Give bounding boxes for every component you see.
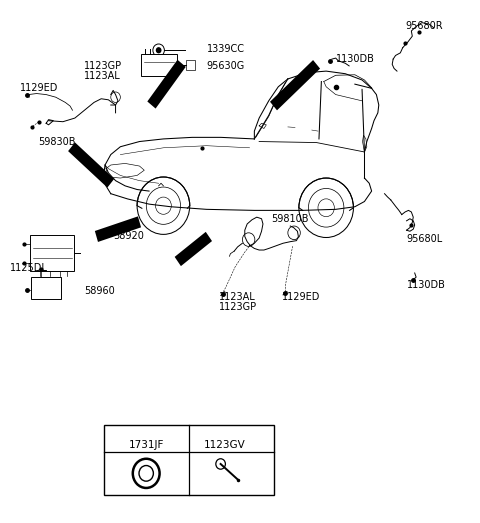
Text: 1123GP: 1123GP — [218, 302, 257, 312]
Text: 1123AL: 1123AL — [84, 71, 121, 82]
Circle shape — [156, 47, 161, 53]
Polygon shape — [175, 232, 212, 266]
Text: 58960: 58960 — [84, 286, 115, 296]
Text: 1123AL: 1123AL — [218, 292, 255, 302]
Bar — [141, 54, 177, 76]
Text: 95630G: 95630G — [206, 61, 245, 71]
Text: 1130DB: 1130DB — [336, 54, 374, 64]
Text: 59830B: 59830B — [38, 137, 75, 146]
Text: 1123GV: 1123GV — [204, 440, 246, 450]
Bar — [186, 60, 195, 70]
Polygon shape — [95, 217, 141, 242]
Text: 58920: 58920 — [113, 232, 144, 242]
Text: 1123GP: 1123GP — [84, 61, 122, 71]
Text: 1129ED: 1129ED — [20, 83, 58, 93]
Polygon shape — [147, 60, 186, 109]
Text: 59810B: 59810B — [271, 214, 309, 224]
Text: 1339CC: 1339CC — [206, 44, 244, 54]
Text: 95680R: 95680R — [405, 21, 443, 31]
Text: 95680L: 95680L — [407, 234, 443, 244]
Bar — [30, 235, 74, 271]
Text: 1129ED: 1129ED — [282, 292, 321, 302]
Text: 1731JF: 1731JF — [129, 440, 164, 450]
Bar — [31, 277, 61, 299]
Text: 1130DB: 1130DB — [407, 280, 445, 290]
Text: 1125DL: 1125DL — [10, 263, 48, 274]
Polygon shape — [270, 60, 320, 110]
Bar — [104, 425, 274, 495]
Polygon shape — [68, 142, 114, 188]
